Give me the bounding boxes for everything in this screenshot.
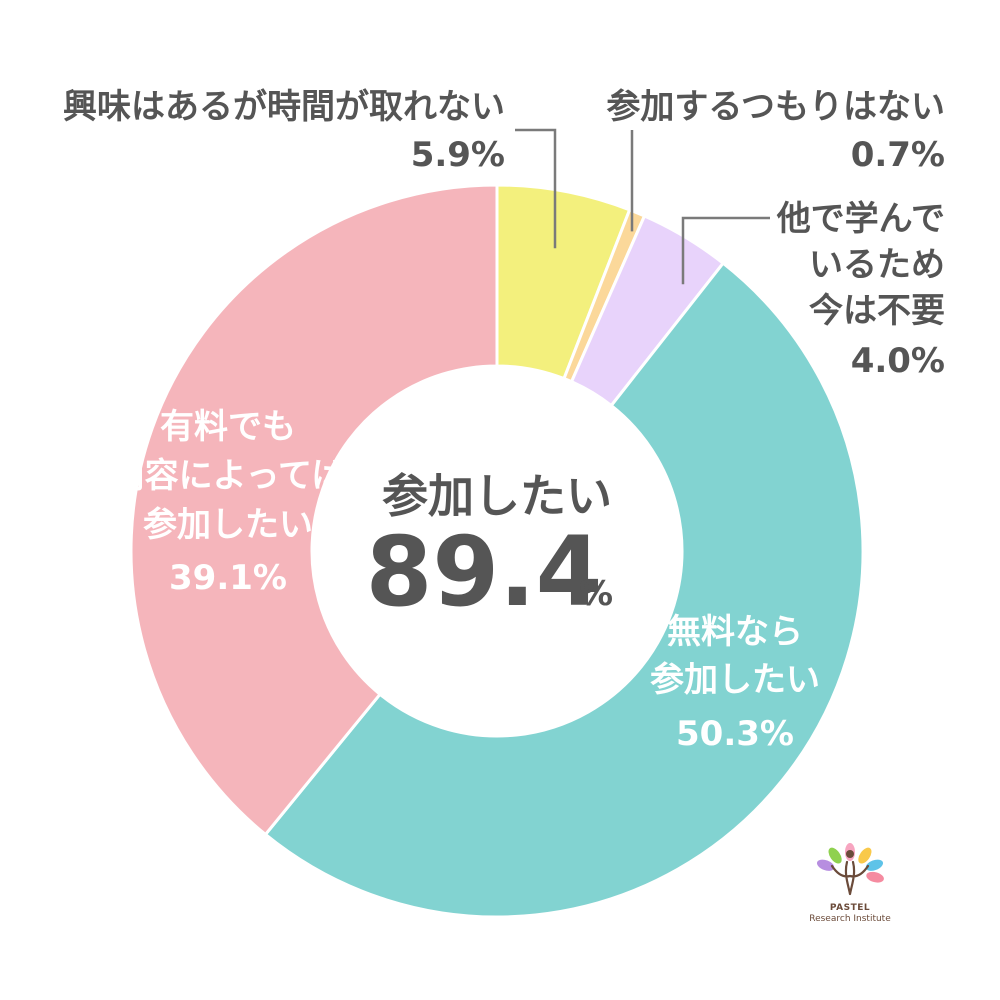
label-busy-value: 5.9% (411, 135, 505, 175)
leader-busy (515, 128, 557, 249)
label-free: 無料なら 参加したい 50.3% (650, 612, 820, 754)
label-elsewhere: 他で学んで いるため 今は不要 4.0% (776, 199, 945, 381)
center-value: 89.4 (366, 516, 603, 628)
logo-name: PASTEL (830, 903, 870, 913)
logo-figure-icon (830, 860, 870, 896)
label-elsewhere-line-2: いるため (809, 245, 945, 285)
label-paid: 有料でも 内容によっては 参加したい 39.1% (111, 407, 346, 598)
logo-subtitle: Research Institute (809, 914, 891, 924)
chart-slices (129, 183, 865, 919)
label-busy: 興味はあるが時間が取れない 5.9% (63, 87, 505, 175)
logo-petals-icon (816, 843, 884, 883)
logo-petal-icon (828, 847, 842, 864)
label-no-intent-name: 参加するつもりはない (606, 87, 945, 127)
label-paid-value: 39.1% (169, 558, 287, 598)
center-summary: 参加したい 89.4 % (366, 469, 613, 628)
label-free-line-2: 参加したい (650, 660, 820, 700)
label-free-line-1: 無料なら (667, 612, 803, 652)
label-no-intent: 参加するつもりはない 0.7% (606, 87, 945, 175)
label-paid-line-3: 参加したい (143, 505, 313, 545)
label-free-value: 50.3% (676, 714, 794, 754)
slice-paid (129, 183, 499, 837)
logo-head-icon (846, 850, 854, 858)
label-elsewhere-value: 4.0% (851, 341, 945, 381)
label-elsewhere-line-1: 他で学んで (776, 199, 945, 239)
center-title: 参加したい (382, 469, 612, 523)
logo-petal-icon (865, 859, 884, 871)
leader-lines (515, 128, 770, 285)
label-paid-line-1: 有料でも (160, 407, 296, 447)
slice-free (263, 261, 865, 919)
pastel-logo: PASTEL Research Institute (809, 843, 891, 924)
center-unit: % (579, 574, 613, 614)
logo-petal-icon (816, 859, 835, 871)
label-busy-name: 興味はあるが時間が取れない (63, 87, 505, 127)
logo-petal-icon (866, 871, 884, 883)
leader-elsewhere (681, 216, 770, 285)
label-paid-line-2: 内容によっては (111, 456, 346, 496)
label-no-intent-value: 0.7% (851, 135, 945, 175)
logo-petal-icon (858, 847, 872, 864)
label-elsewhere-line-3: 今は不要 (809, 291, 945, 331)
